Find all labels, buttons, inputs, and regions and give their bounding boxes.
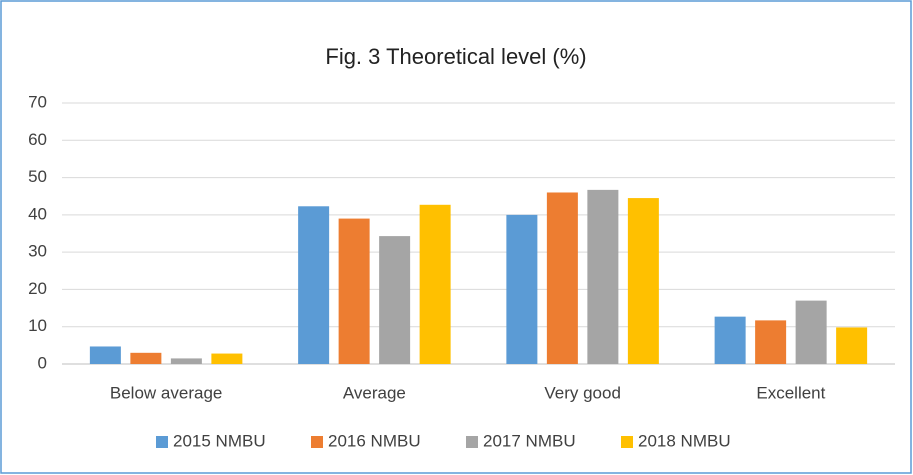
bar: [587, 189, 619, 364]
bar: [298, 206, 330, 364]
bar: [211, 353, 243, 364]
chart-title: Fig. 3 Theoretical level (%): [325, 44, 586, 69]
legend-label: 2016 NMBU: [328, 431, 421, 450]
x-tick-label: Very good: [544, 383, 621, 402]
bar: [546, 192, 578, 364]
bar: [836, 327, 868, 364]
y-tick-label: 50: [28, 167, 47, 186]
bar: [170, 358, 202, 364]
legend-swatch: [156, 436, 168, 448]
bar: [89, 346, 121, 364]
bar: [338, 218, 370, 364]
bar: [379, 236, 411, 364]
legend-swatch: [466, 436, 478, 448]
x-tick-label: Average: [343, 383, 406, 402]
y-tick-label: 0: [38, 353, 47, 372]
x-tick-label: Excellent: [756, 383, 825, 402]
bar: [714, 316, 746, 364]
y-tick-label: 40: [28, 204, 47, 223]
y-tick-label: 10: [28, 316, 47, 335]
bar: [755, 320, 787, 364]
x-tick-label: Below average: [110, 383, 222, 402]
y-tick-label: 70: [28, 92, 47, 111]
legend-swatch: [311, 436, 323, 448]
y-tick-label: 60: [28, 130, 47, 149]
y-tick-label: 30: [28, 242, 47, 261]
bar: [506, 214, 538, 364]
y-tick-label: 20: [28, 279, 47, 298]
bar: [419, 204, 451, 364]
bar: [627, 198, 659, 364]
legend-swatch: [621, 436, 633, 448]
legend-label: 2015 NMBU: [173, 431, 266, 450]
legend-label: 2017 NMBU: [483, 431, 576, 450]
bar: [130, 352, 162, 364]
legend-label: 2018 NMBU: [638, 431, 731, 450]
bar: [795, 300, 827, 364]
